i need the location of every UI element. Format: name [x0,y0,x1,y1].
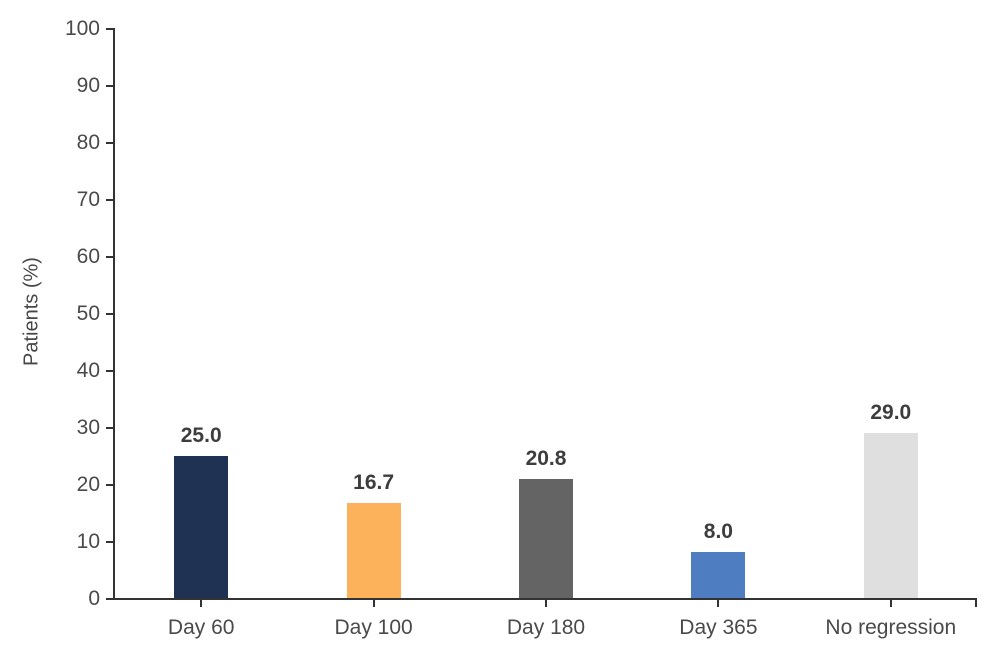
bar [174,455,229,598]
x-tick-mark [889,600,892,607]
y-tick-label: 0 [88,587,100,610]
bar [863,432,918,598]
x-tick-mark [545,600,547,607]
y-tick-label: 30 [76,416,100,439]
y-tick-mark [106,427,113,429]
x-category-label: Day 60 [167,616,235,639]
y-axis-line [113,28,115,600]
y-tick-label: 90 [76,74,100,97]
x-tick-mark [717,600,720,607]
bar-value-label: 16.7 [353,470,395,494]
y-tick-label: 20 [76,473,100,496]
y-tick-mark [106,28,113,30]
x-category-label: Day 365 [679,616,758,639]
y-tick-mark [106,199,113,201]
y-tick-mark [106,541,113,543]
bar [691,552,746,598]
y-tick-mark [106,256,113,258]
x-category-label: No regression [825,616,957,639]
x-axis-end-tick [975,600,977,607]
y-tick-mark [106,370,113,372]
y-tick-label: 50 [76,302,100,325]
bar-value-label: 20.8 [525,447,567,471]
y-tick-label: 40 [76,359,100,382]
y-tick-label: 10 [76,530,100,553]
y-tick-mark [106,313,113,315]
y-tick-mark [106,598,113,600]
y-tick-mark [106,85,113,87]
bar [346,502,401,598]
x-tick-mark [200,600,203,607]
y-tick-label: 80 [76,131,100,154]
y-tick-mark [106,484,113,486]
y-tick-mark [106,142,113,144]
bar [519,479,573,598]
y-tick-label: 70 [76,188,100,211]
bar-value-label: 25.0 [180,423,222,447]
bar-value-label: 8.0 [703,520,733,544]
bar-value-label: 29.0 [870,400,912,424]
x-category-label: Day 180 [506,616,586,639]
y-tick-label: 60 [76,245,100,268]
y-tick-label: 100 [64,17,100,40]
x-category-label: Day 100 [334,616,413,639]
x-axis-line [106,598,977,600]
x-tick-mark [372,600,375,607]
